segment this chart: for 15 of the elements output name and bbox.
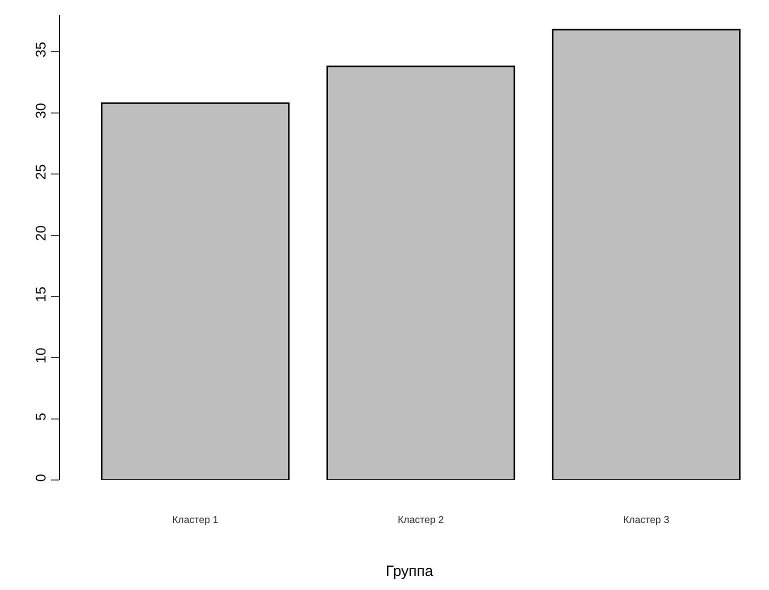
- x-axis-title: Группа: [386, 563, 434, 580]
- x-tick-label: Кластер 2: [398, 515, 444, 526]
- y-tick-label: 30: [32, 102, 48, 119]
- y-tick-label: 5: [32, 412, 48, 421]
- y-tick-label: 10: [32, 348, 48, 364]
- x-tick-label: Кластер 1: [172, 515, 219, 526]
- x-tick-label: Кластер 3: [623, 515, 670, 526]
- y-tick-label: 35: [32, 42, 48, 58]
- y-tick-label: 25: [32, 164, 48, 180]
- bar: [552, 28, 741, 480]
- bar: [100, 102, 290, 480]
- bar: [326, 66, 516, 480]
- y-tick-label: 15: [32, 286, 48, 302]
- y-tick-label: 20: [32, 225, 48, 241]
- y-tick-label: 0: [32, 474, 48, 482]
